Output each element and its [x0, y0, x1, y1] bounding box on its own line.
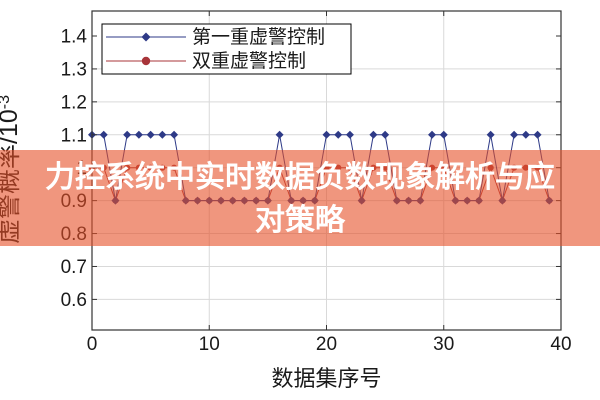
- svg-text:30: 30: [433, 334, 454, 355]
- svg-text:1.1: 1.1: [61, 125, 87, 146]
- svg-text:0.6: 0.6: [61, 290, 87, 311]
- svg-text:1.4: 1.4: [61, 27, 88, 48]
- svg-text:1.2: 1.2: [61, 92, 87, 113]
- svg-text:双重虚警控制: 双重虚警控制: [192, 50, 306, 72]
- svg-text:0: 0: [87, 334, 98, 355]
- svg-text:第一重虚警控制: 第一重虚警控制: [192, 26, 325, 48]
- svg-text:1.3: 1.3: [61, 59, 87, 80]
- svg-text:数据集序号: 数据集序号: [271, 366, 381, 391]
- svg-text:10: 10: [199, 334, 220, 355]
- svg-text:0.7: 0.7: [61, 257, 87, 278]
- svg-text:20: 20: [316, 334, 337, 355]
- svg-text:40: 40: [550, 334, 571, 355]
